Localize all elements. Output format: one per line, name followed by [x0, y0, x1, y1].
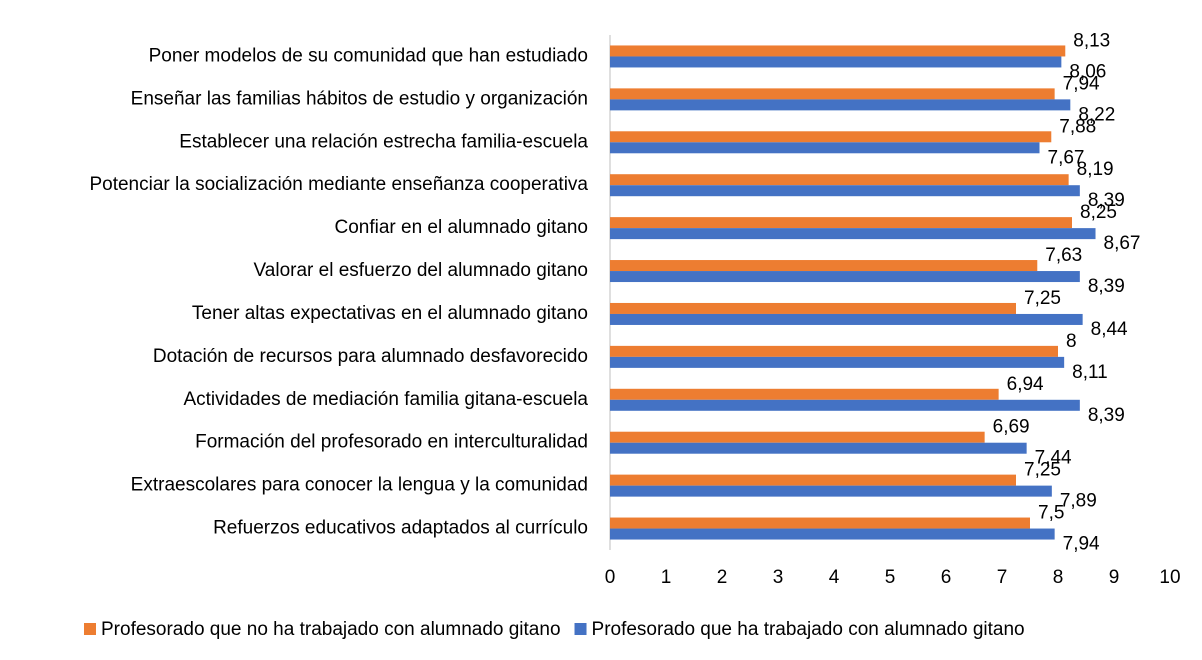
data-label: 7,89	[1060, 491, 1097, 512]
bar	[610, 142, 1040, 154]
x-tick-label: 10	[1159, 567, 1180, 588]
bar	[610, 271, 1080, 283]
bar	[610, 217, 1072, 229]
bar	[610, 517, 1030, 529]
bar	[610, 99, 1071, 111]
bar	[610, 528, 1055, 540]
data-label: 8,13	[1073, 30, 1110, 51]
legend-swatch	[84, 623, 96, 635]
data-label: 6,94	[1007, 374, 1044, 395]
data-label: 7,94	[1063, 73, 1100, 94]
data-label: 7,67	[1048, 147, 1085, 168]
y-tick-label: Confiar en el alumnado gitano	[334, 217, 588, 238]
x-tick-label: 9	[1109, 567, 1120, 588]
y-tick-label: Refuerzos educativos adaptados al curríc…	[213, 518, 588, 539]
legend-label: Profesorado que no ha trabajado con alum…	[101, 619, 561, 640]
data-label: 8,19	[1077, 159, 1114, 180]
x-tick-label: 2	[717, 567, 728, 588]
data-label: 8,39	[1088, 276, 1125, 297]
x-tick-label: 6	[941, 567, 952, 588]
x-tick-label: 0	[605, 567, 616, 588]
data-label: 8,44	[1091, 319, 1128, 340]
y-tick-label: Tener altas expectativas en el alumnado …	[192, 303, 588, 324]
y-tick-label: Establecer una relación estrecha familia…	[179, 131, 588, 152]
bar	[610, 88, 1055, 100]
bar	[610, 399, 1080, 411]
y-tick-label: Poner modelos de su comunidad que han es…	[149, 45, 588, 66]
bar	[610, 45, 1066, 57]
bar	[610, 388, 999, 400]
bar	[610, 260, 1038, 272]
data-label: 8	[1066, 331, 1077, 352]
y-tick-label: Dotación de recursos para alumnado desfa…	[153, 346, 588, 367]
data-label: 8,39	[1088, 405, 1125, 426]
data-label: 6,69	[993, 417, 1030, 438]
bar	[610, 356, 1065, 368]
bar	[610, 174, 1069, 186]
data-label: 7,5	[1038, 503, 1064, 524]
y-tick-label: Extraescolares para conocer la lengua y …	[131, 475, 588, 496]
y-tick-label: Formación del profesorado en intercultur…	[195, 432, 588, 453]
x-tick-label: 4	[829, 567, 840, 588]
bar	[610, 431, 985, 443]
x-tick-label: 3	[773, 567, 784, 588]
data-label: 7,25	[1024, 460, 1061, 481]
data-label: 7,88	[1059, 116, 1096, 137]
data-label: 7,25	[1024, 288, 1061, 309]
y-tick-label: Valorar el esfuerzo del alumnado gitano	[254, 260, 588, 281]
data-label: 7,44	[1035, 448, 1072, 469]
legend-label: Profesorado que ha trabajado con alumnad…	[592, 619, 1025, 640]
data-label: 7,94	[1063, 534, 1100, 555]
bar	[610, 313, 1083, 325]
bar	[610, 442, 1027, 454]
y-tick-label: Actividades de mediación familia gitana-…	[183, 389, 588, 410]
x-tick-label: 5	[885, 567, 896, 588]
bar	[610, 185, 1080, 197]
data-label: 8,06	[1069, 61, 1106, 82]
data-label: 8,39	[1088, 190, 1125, 211]
x-tick-label: 1	[661, 567, 672, 588]
x-tick-label: 7	[997, 567, 1008, 588]
bar	[610, 345, 1058, 357]
bar	[610, 474, 1016, 486]
data-label: 8,22	[1078, 104, 1115, 125]
bar	[610, 485, 1052, 497]
bar	[610, 228, 1096, 240]
bar	[610, 302, 1016, 314]
data-label: 8,25	[1080, 202, 1117, 223]
bar	[610, 56, 1062, 68]
data-label: 7,63	[1045, 245, 1082, 266]
y-tick-label: Enseñar las familias hábitos de estudio …	[131, 88, 588, 109]
bar	[610, 131, 1052, 143]
data-label: 8,67	[1104, 233, 1141, 254]
x-tick-label: 8	[1053, 567, 1064, 588]
data-label: 8,11	[1072, 362, 1108, 383]
legend-swatch	[574, 623, 587, 635]
y-tick-label: Potenciar la socialización mediante ense…	[89, 174, 588, 195]
